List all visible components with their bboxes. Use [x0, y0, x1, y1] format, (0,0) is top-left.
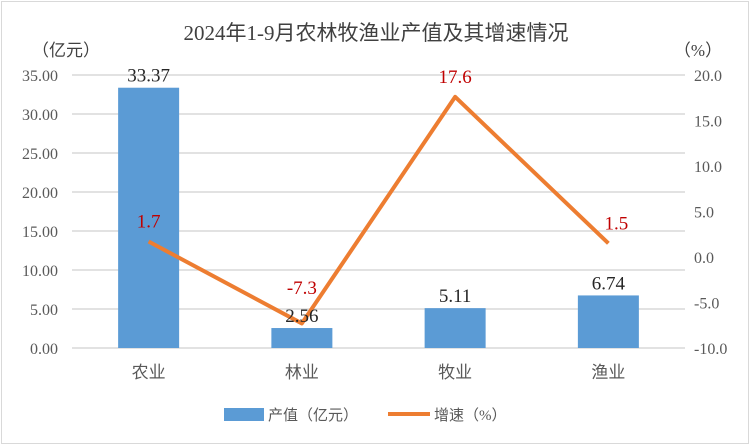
- chart-title: 2024年1-9月农林牧渔业产值及其增速情况: [184, 21, 569, 45]
- bar: [424, 308, 486, 348]
- bar: [577, 295, 639, 348]
- right-tick-label: 20.0: [694, 68, 722, 85]
- right-tick-label: 5.0: [694, 205, 714, 222]
- legend-bar-swatch: [224, 408, 264, 421]
- left-tick-label: 35.00: [22, 68, 58, 85]
- growth-line: [147, 94, 610, 326]
- category-label: 农业: [132, 363, 166, 382]
- right-axis-unit: （%）: [674, 41, 722, 60]
- bar: [271, 328, 333, 348]
- legend-bar-label: 产值（亿元）: [268, 407, 358, 424]
- category-label: 牧业: [438, 363, 472, 382]
- bar-data-label: 6.74: [592, 273, 626, 294]
- left-tick-label: 15.00: [22, 224, 58, 241]
- line-data-label: 17.6: [439, 67, 472, 88]
- bar-data-label: 33.37: [127, 66, 170, 87]
- left-tick-label: 5.00: [30, 302, 58, 319]
- bar: [118, 87, 180, 349]
- line-data-label: -7.3: [287, 278, 317, 299]
- right-tick-label: -5.0: [694, 296, 719, 313]
- right-tick-label: 0.0: [694, 250, 714, 267]
- legend-line-label: 增速（%）: [434, 407, 507, 424]
- right-tick-label: 15.0: [694, 114, 722, 131]
- left-tick-label: 20.00: [22, 185, 58, 202]
- bar-data-label: 2.56: [285, 306, 318, 327]
- left-tick-label: 30.00: [22, 107, 58, 124]
- left-tick-label: 10.00: [22, 263, 58, 280]
- right-tick-label: 10.0: [694, 159, 722, 176]
- left-tick-label: 25.00: [22, 146, 58, 163]
- left-axis-unit: （亿元）: [32, 41, 100, 60]
- legend: 产值（亿元） 增速（%）: [224, 407, 507, 424]
- line-data-label: 1.7: [137, 212, 161, 233]
- category-label: 林业: [285, 363, 319, 382]
- category-label: 渔业: [591, 363, 625, 382]
- bar-data-label: 5.11: [439, 286, 472, 307]
- left-tick-label: 0.00: [30, 341, 58, 358]
- line-data-label: 1.5: [605, 213, 629, 234]
- right-tick-label: -10.0: [694, 341, 727, 358]
